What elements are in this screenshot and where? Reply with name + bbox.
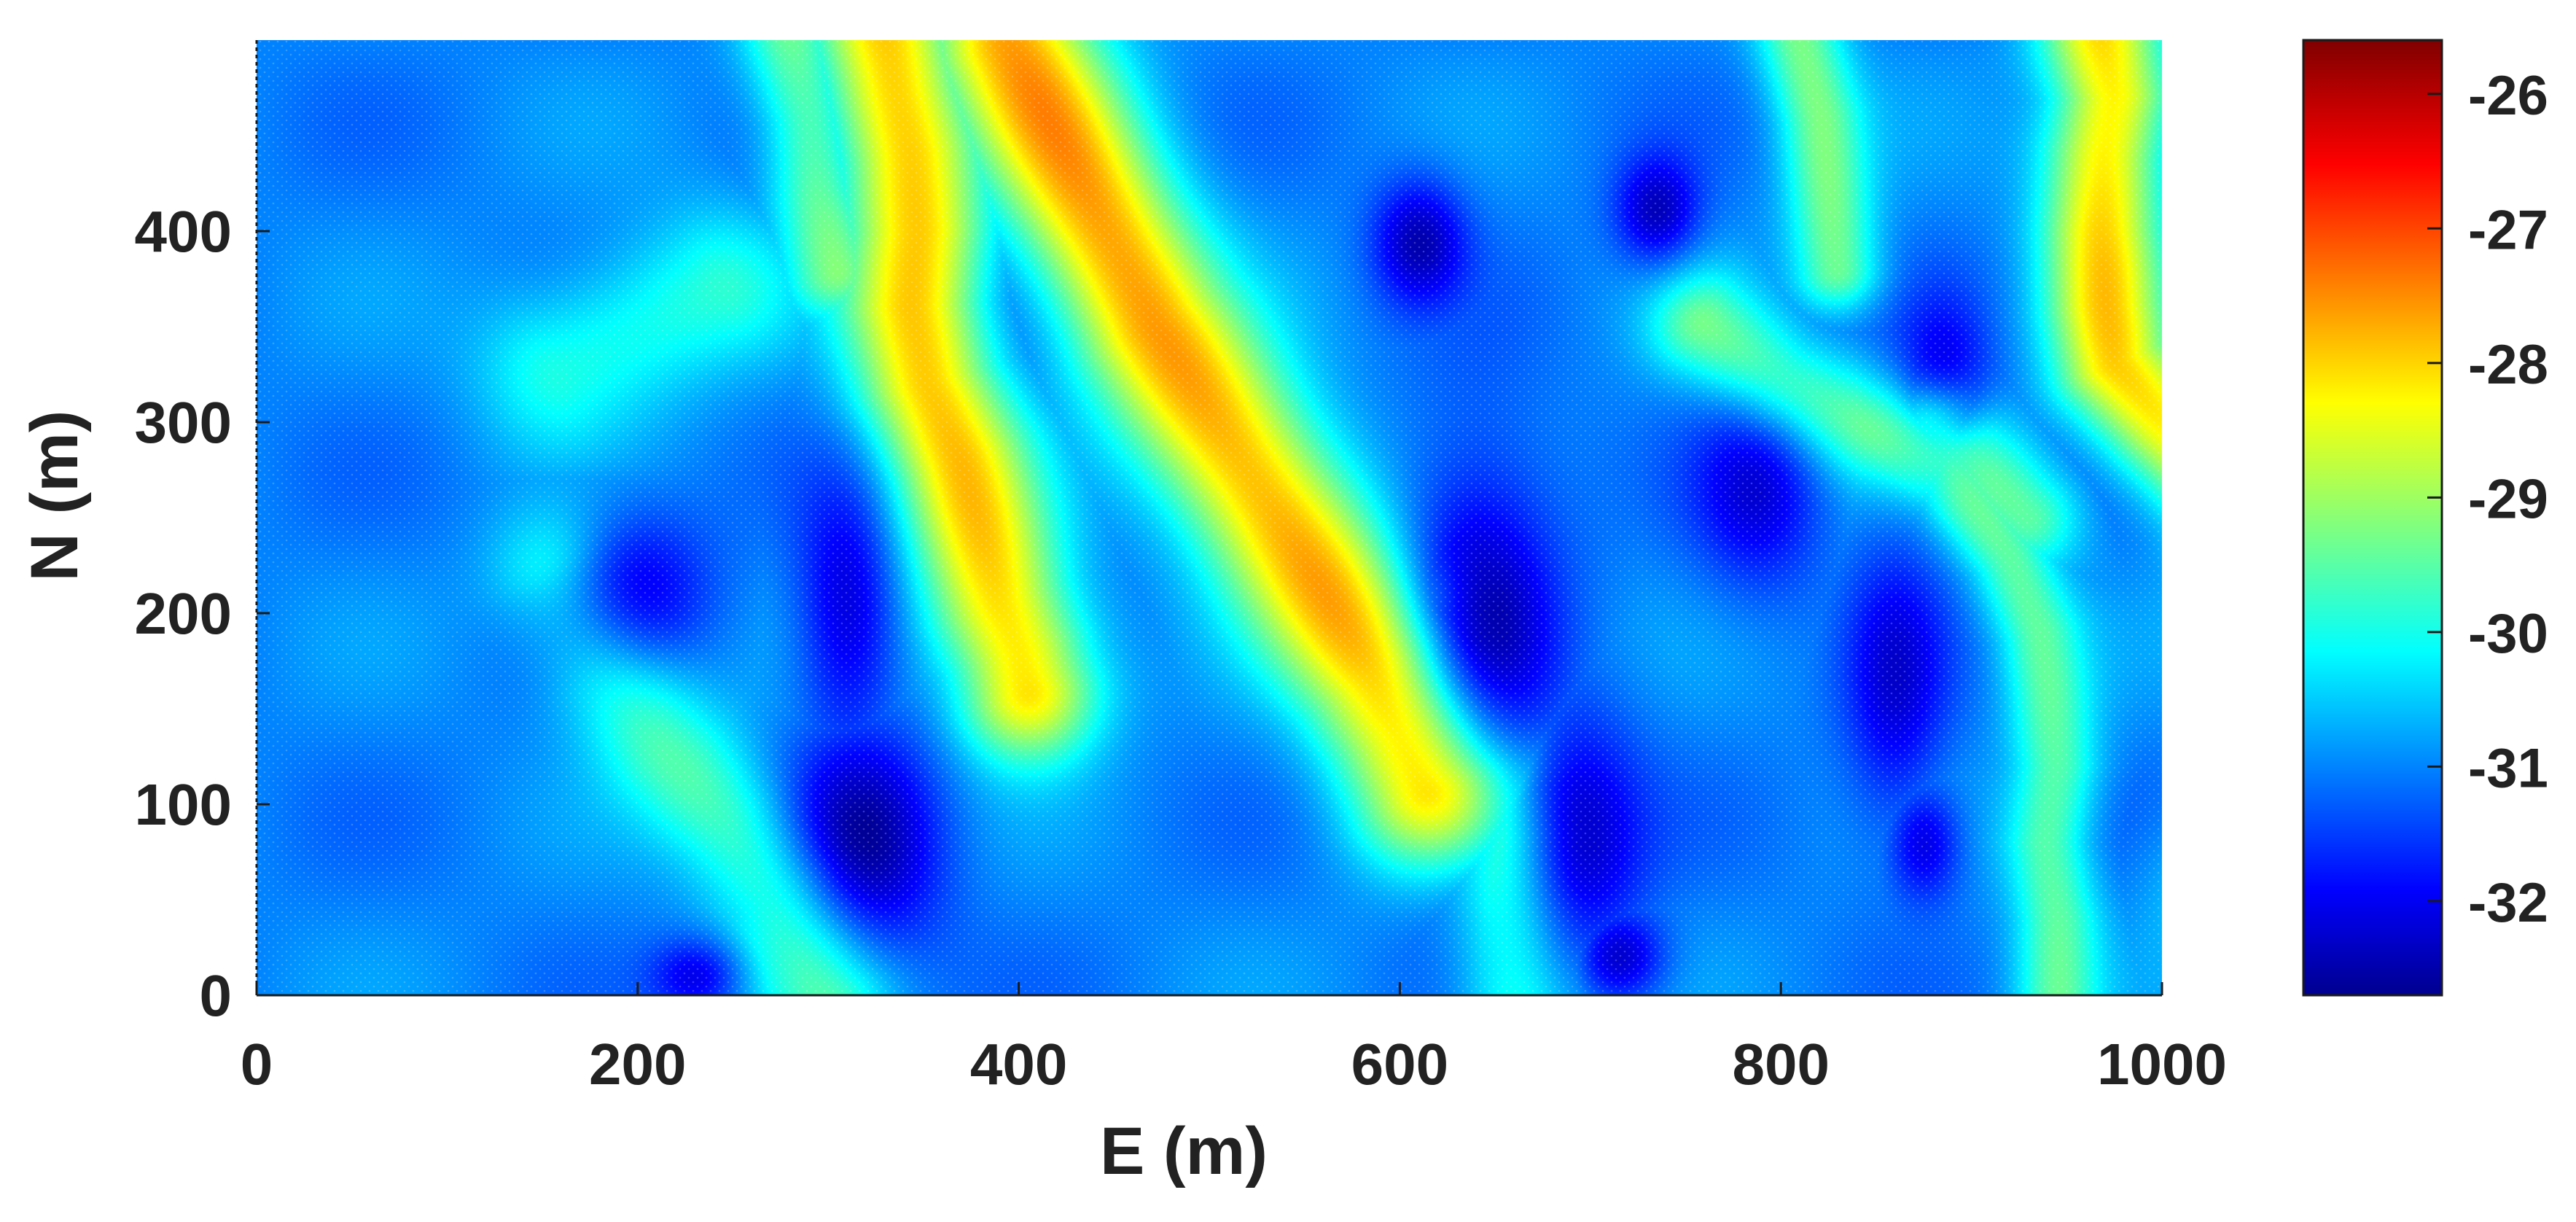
x-tick-label: 400: [970, 1032, 1067, 1097]
x-tick-label: 800: [1732, 1032, 1829, 1097]
colorbar-gradient: [2302, 39, 2443, 997]
x-tick-label: 0: [241, 1032, 273, 1097]
y-tick-label: 100: [135, 772, 232, 837]
colorbar-ticks: -26 -27 -28 -29 -30 -31 -32: [2427, 65, 2548, 934]
x-axis-ticks: 0 200 400 600 800 1000: [241, 982, 2227, 1097]
dot-texture-overlay: [257, 40, 2162, 995]
colorbar-tick-label: -27: [2468, 199, 2548, 261]
x-tick-label: 200: [589, 1032, 686, 1097]
y-tick-label: 200: [135, 581, 232, 646]
y-tick-label: 0: [200, 963, 233, 1028]
x-tick-label: 1000: [2097, 1032, 2227, 1097]
plot-area: [255, 40, 2162, 997]
y-tick-label: 300: [135, 390, 232, 455]
x-axis-label: E (m): [1100, 1114, 1268, 1188]
colorbar: -26 -27 -28 -29 -30 -31 -32: [2302, 39, 2548, 997]
colorbar-tick-label: -29: [2468, 468, 2548, 530]
y-tick-label: 400: [135, 199, 232, 264]
y-axis-label: N (m): [17, 410, 92, 581]
x-tick-label: 600: [1351, 1032, 1448, 1097]
y-axis-ticks: 0 100 200 300 400: [135, 199, 270, 1028]
colorbar-tick-label: -32: [2468, 872, 2548, 934]
colorbar-tick-label: -30: [2468, 603, 2548, 665]
colorbar-tick-label: -28: [2468, 334, 2548, 396]
colorbar-tick-label: -31: [2468, 737, 2548, 799]
colorbar-tick-label: -26: [2468, 65, 2548, 127]
